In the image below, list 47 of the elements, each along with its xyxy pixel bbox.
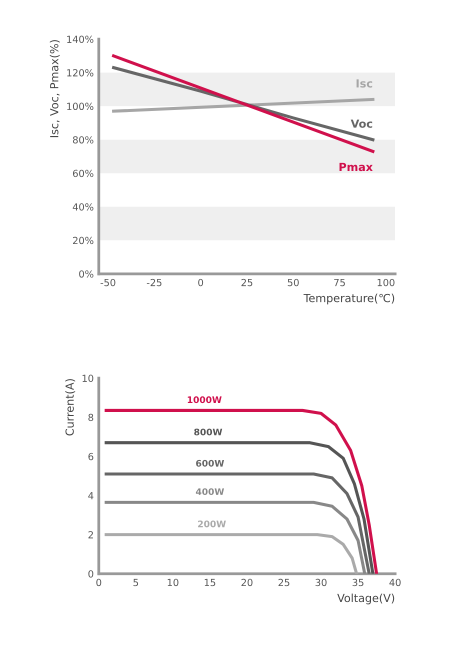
x-tick-label: 30 <box>316 578 327 586</box>
y-tick-label: 0% <box>79 270 94 278</box>
y-tick-label: 4 <box>88 492 94 500</box>
y-axis-title: Isc, Voc, Pmax(%) <box>50 40 60 138</box>
x-tick-label: 40 <box>389 578 401 586</box>
series-label: Pmax <box>340 162 373 172</box>
y-tick-label: 60% <box>72 170 94 178</box>
x-tick-label: 15 <box>204 578 216 586</box>
series-label: 800W <box>194 428 222 436</box>
x-tick-label: 10 <box>168 578 178 586</box>
series-label: 200W <box>198 520 226 528</box>
y-tick-label: 80% <box>72 136 94 144</box>
y-axis-title: Current(A) <box>65 379 76 436</box>
x-tick-label: 0 <box>96 578 102 586</box>
line-series <box>104 500 366 574</box>
series-label: Voc <box>350 120 372 128</box>
x-tick-label: 75 <box>334 279 345 286</box>
x-tick-label: 5 <box>133 578 138 586</box>
x-tick-label: -50 <box>100 278 116 286</box>
y-tick-label: 8 <box>88 414 94 422</box>
x-tick-label: -25 <box>146 278 162 286</box>
y-tick-label: 0 <box>88 570 94 578</box>
y-tick-label: 6 <box>88 452 94 460</box>
series-label: 1000W <box>188 396 222 404</box>
y-tick-label: 10 <box>82 374 94 382</box>
series-label: Isc <box>356 79 372 88</box>
y-tick-label: 20% <box>73 236 94 244</box>
y-tick-label: 40% <box>72 203 94 211</box>
x-tick-label: 25 <box>241 278 252 286</box>
x-tick-label: 100 <box>378 278 394 286</box>
x-tick-label: 50 <box>288 278 299 286</box>
series-label: 600W <box>196 460 224 467</box>
x-tick-label: 0 <box>198 278 204 286</box>
x-tick-label: 20 <box>241 578 252 586</box>
x-axis-title: Voltage(V) <box>337 594 394 604</box>
y-tick-label: 2 <box>88 531 93 538</box>
y-tick-label: 140% <box>67 36 94 43</box>
y-tick-label: 100% <box>67 102 94 110</box>
line-series <box>104 441 374 574</box>
line-series <box>104 472 371 574</box>
line-series <box>104 408 378 574</box>
x-axis-title: Temperature(℃) <box>304 294 394 304</box>
x-tick-label: 25 <box>278 578 290 586</box>
x-tick-label: 35 <box>352 578 364 586</box>
line-series <box>104 533 358 574</box>
y-tick-label: 120% <box>67 69 94 76</box>
series-label: 400W <box>196 488 224 496</box>
